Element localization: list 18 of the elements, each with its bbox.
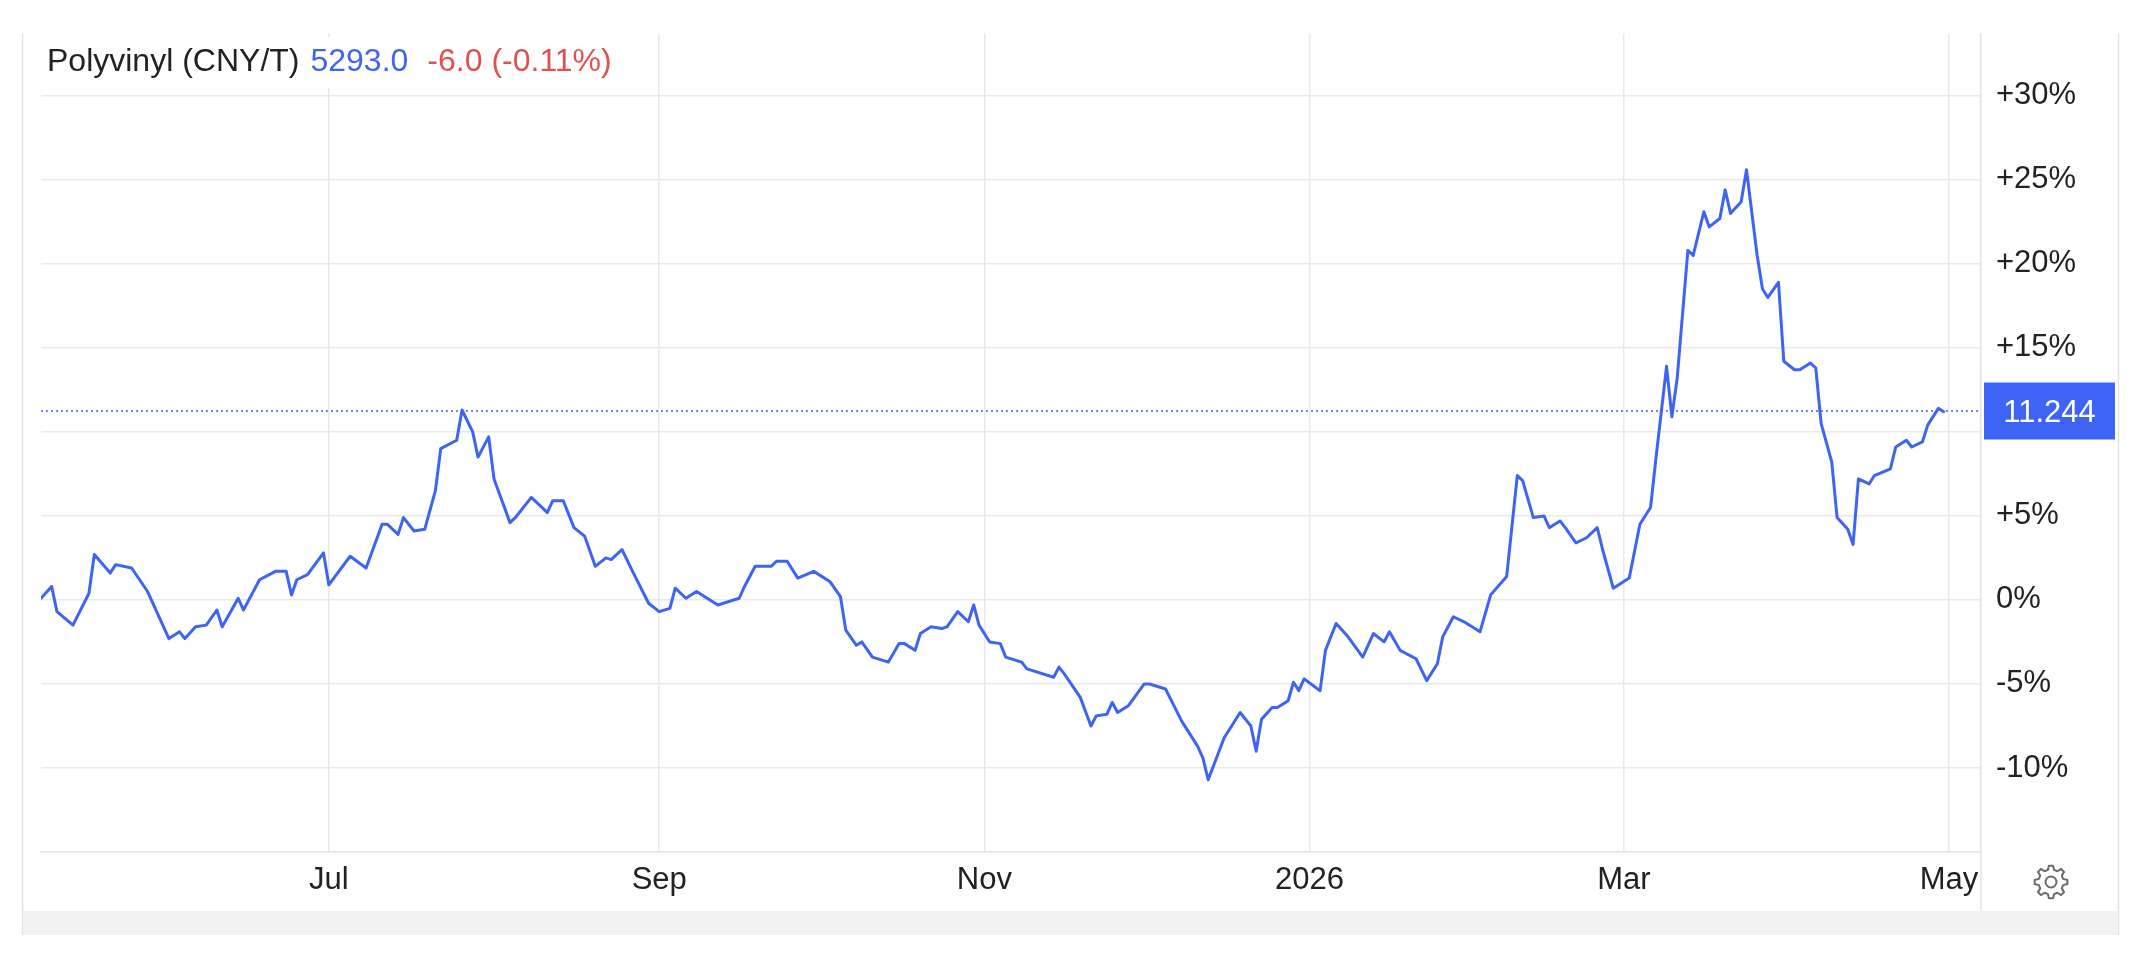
y-tick-label: +20%	[1996, 244, 2077, 280]
x-tick-label: May	[1919, 861, 1979, 897]
y-tick-label: +25%	[1996, 160, 2077, 196]
ref-line-label: 11.244	[2003, 393, 2096, 429]
y-tick-label: -10%	[1996, 748, 2069, 784]
y-tick-label: +30%	[1996, 76, 2077, 112]
y-tick-label: -5%	[1996, 664, 2052, 700]
y-tick-label: 0%	[1996, 580, 2041, 616]
chart-title: Polyvinyl (CNY/T)	[47, 41, 300, 78]
x-tick-label: Sep	[631, 861, 687, 897]
x-tick-label: 2026	[1274, 861, 1344, 897]
annotation: 5293.0	[310, 41, 409, 78]
y-tick-label: +5%	[1996, 496, 2059, 532]
x-tick-label: Nov	[956, 861, 1013, 897]
x-tick-label: Jul	[308, 861, 349, 897]
x-tick-label: Mar	[1597, 861, 1651, 897]
annotation: -6.0 (-0.11%)	[427, 41, 612, 78]
y-tick-label: +15%	[1996, 328, 2077, 364]
